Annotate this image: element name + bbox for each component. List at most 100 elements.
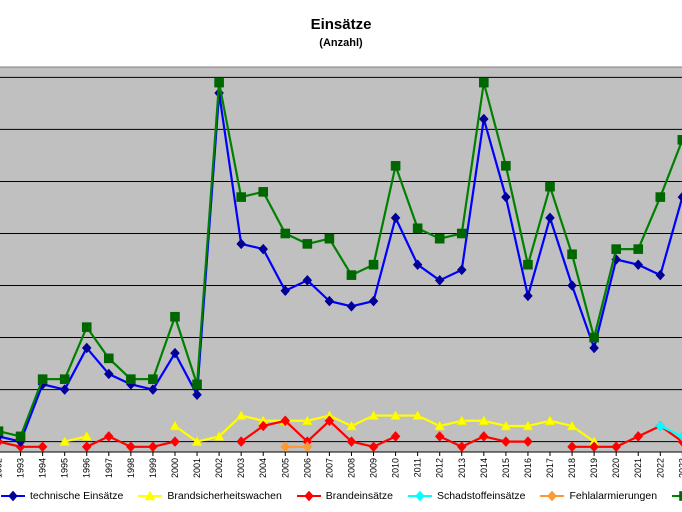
x-tick-label: 2007 xyxy=(324,458,334,478)
legend-swatch xyxy=(540,490,565,502)
x-tick-label: 2002 xyxy=(214,458,224,478)
series-line-segment xyxy=(372,217,397,302)
series-line-segment xyxy=(306,419,331,443)
data-point xyxy=(677,135,682,145)
x-tick-label: 2020 xyxy=(611,458,621,478)
series-line-segment xyxy=(328,419,353,443)
data-point xyxy=(390,431,401,442)
data-point xyxy=(15,431,26,442)
legend-item: Gesamt xyxy=(671,490,682,502)
data-point xyxy=(235,410,247,420)
series-line-segment xyxy=(218,92,243,245)
data-point xyxy=(611,244,621,254)
series-line-segment xyxy=(526,186,552,266)
series-line-segment xyxy=(284,419,309,443)
data-point xyxy=(303,490,314,502)
data-point xyxy=(81,342,92,354)
line-chart: 1992 1993 1994 1995 1996 1997 1998 1999 2000 2001… xyxy=(0,66,682,478)
data-point xyxy=(655,269,666,281)
data-point xyxy=(415,490,425,502)
x-tick-label: 2001 xyxy=(192,458,202,478)
series-line-segment xyxy=(460,118,485,271)
series-line-segment xyxy=(482,82,507,167)
series-line-segment xyxy=(262,191,287,235)
data-point xyxy=(170,436,180,447)
series-line-segment xyxy=(483,419,507,428)
data-point xyxy=(324,415,335,427)
x-tick-label: 2017 xyxy=(545,458,555,478)
series-line-segment xyxy=(85,347,110,375)
legend-swatch xyxy=(1,490,25,502)
data-point xyxy=(434,233,445,244)
data-point xyxy=(81,322,92,332)
chart-subtitle: (Anzahl) xyxy=(319,37,363,49)
data-point xyxy=(412,259,423,271)
data-point xyxy=(81,430,93,441)
series-line-segment xyxy=(659,139,682,198)
x-tick-label: 1993 xyxy=(16,458,26,478)
data-point xyxy=(589,441,599,453)
data-point xyxy=(567,441,577,453)
legend-label: Brandsicherheitswachen xyxy=(167,490,282,502)
series-line-segment xyxy=(218,82,243,198)
data-point xyxy=(258,420,269,432)
series-line-segment xyxy=(548,186,574,255)
series-line-segment xyxy=(284,279,308,292)
x-tick-label: 2004 xyxy=(258,458,268,478)
data-point xyxy=(148,441,158,453)
series-line-segment xyxy=(262,248,287,292)
data-point xyxy=(126,441,136,453)
series-line-segment xyxy=(615,435,639,448)
data-point xyxy=(170,311,180,322)
data-point xyxy=(390,161,401,171)
data-point xyxy=(478,113,489,125)
series-line-segment xyxy=(659,196,682,276)
data-point xyxy=(545,212,555,224)
data-point xyxy=(302,441,313,453)
data-point xyxy=(236,192,246,202)
series-line-segment xyxy=(85,326,110,359)
series-line-segment xyxy=(439,435,463,448)
data-point xyxy=(8,490,18,502)
legend-item: Brandsicherheitswachen xyxy=(137,490,282,502)
series-1 xyxy=(59,410,600,446)
data-point xyxy=(679,491,682,501)
series-5 xyxy=(0,77,682,442)
series-line-segment xyxy=(240,425,264,443)
x-tick-label: 2016 xyxy=(523,458,533,478)
data-point xyxy=(236,238,246,250)
x-tick-label: 2012 xyxy=(435,458,445,478)
data-point xyxy=(59,374,70,384)
data-point xyxy=(324,295,335,307)
data-point xyxy=(434,420,446,431)
data-point xyxy=(126,374,136,384)
series-3 xyxy=(655,420,682,442)
data-point xyxy=(103,368,114,380)
legend-item: technische Einsätze xyxy=(0,490,123,502)
data-point xyxy=(368,259,379,270)
data-point xyxy=(346,270,357,280)
data-point xyxy=(37,441,48,453)
series-line-segment xyxy=(460,82,485,234)
x-tick-label: 1997 xyxy=(104,458,114,478)
data-point xyxy=(567,249,577,260)
data-point xyxy=(0,437,4,446)
data-point xyxy=(390,410,402,420)
x-tick-label: 1994 xyxy=(38,458,48,478)
data-point xyxy=(456,228,467,239)
x-tick-label: 2018 xyxy=(567,458,577,478)
series-line-segment xyxy=(86,435,110,448)
data-point xyxy=(302,239,313,249)
series-line-segment xyxy=(240,414,264,422)
data-point xyxy=(144,490,156,501)
data-point xyxy=(523,290,533,302)
data-point xyxy=(368,410,379,420)
data-point xyxy=(434,431,445,442)
x-tick-label: 1992 xyxy=(0,458,4,478)
data-point xyxy=(566,420,578,431)
data-point xyxy=(302,274,313,286)
x-tick-label: 1996 xyxy=(82,458,92,478)
series-line-segment xyxy=(64,435,87,443)
data-point xyxy=(191,436,203,446)
data-point xyxy=(148,374,158,384)
